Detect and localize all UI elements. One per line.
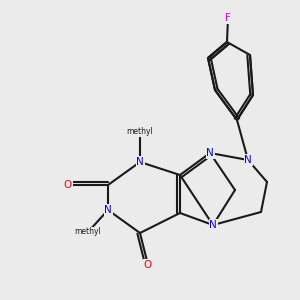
Text: methyl: methyl — [127, 128, 153, 136]
Text: N: N — [136, 157, 144, 167]
Text: O: O — [64, 180, 72, 190]
Text: O: O — [144, 260, 152, 270]
Text: N: N — [206, 148, 214, 158]
Text: F: F — [225, 13, 231, 23]
Text: N: N — [209, 220, 217, 230]
Text: methyl: methyl — [75, 227, 101, 236]
Text: N: N — [244, 155, 252, 165]
Text: N: N — [104, 205, 112, 215]
